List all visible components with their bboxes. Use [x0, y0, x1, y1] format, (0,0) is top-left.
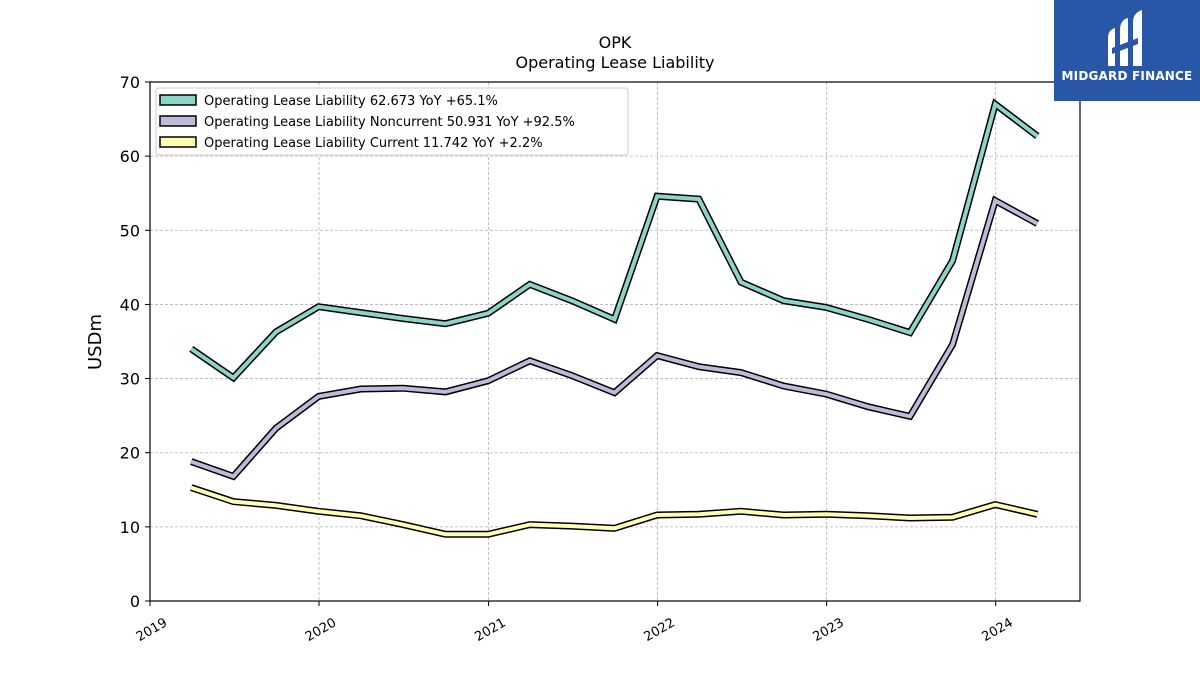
x-tick-label: 2022 [641, 615, 677, 645]
legend-label: Operating Lease Liability Noncurrent 50.… [204, 115, 575, 130]
legend-swatch [159, 136, 197, 148]
series-line [190, 197, 1039, 479]
legend-label: Operating Lease Liability 62.673 YoY +65… [204, 94, 498, 109]
y-tick-label: 70 [120, 73, 140, 92]
series-line [190, 485, 1038, 537]
series-outline [190, 195, 1040, 481]
y-tick-label: 60 [120, 147, 140, 166]
legend-label: Operating Lease Liability Current 11.742… [204, 136, 543, 151]
y-tick-label: 0 [130, 592, 140, 611]
y-tick-label: 40 [120, 295, 140, 314]
series-line [190, 100, 1039, 381]
legend: Operating Lease Liability 62.673 YoY +65… [155, 87, 629, 156]
y-tick-label: 50 [120, 221, 140, 240]
series-group [189, 98, 1040, 538]
chart-subtitle: Operating Lease Liability [515, 53, 714, 72]
chart-title: OPK [599, 33, 632, 52]
y-tick-label: 20 [120, 444, 140, 463]
y-tick-label: 30 [120, 370, 140, 389]
y-tick-label: 10 [120, 518, 140, 537]
x-tick-label: 2020 [303, 615, 339, 645]
brand-logo: MIDGARD FINANCE [1054, 0, 1200, 101]
legend-swatch [159, 94, 197, 106]
legend-box [155, 87, 629, 156]
plot-frame [149, 81, 1081, 602]
legend-swatch [159, 115, 197, 127]
grid [150, 82, 1080, 601]
x-tick-label: 2019 [134, 615, 170, 645]
y-axis-label: USDm [85, 314, 106, 370]
x-tick-label: 2021 [472, 615, 508, 645]
logo-text: MIDGARD FINANCE [1061, 69, 1193, 83]
x-tick-label: 2023 [810, 615, 846, 645]
x-tick-label: 2024 [980, 615, 1016, 645]
logo-mark-icon [1108, 10, 1142, 66]
